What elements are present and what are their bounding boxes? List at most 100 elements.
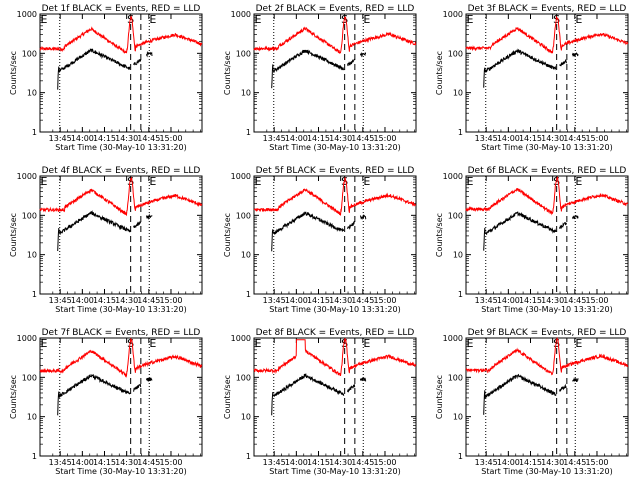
- marker-e: E: [149, 337, 156, 350]
- marker-e: E: [363, 337, 370, 350]
- y-tick-label: 10: [27, 251, 37, 260]
- y-tick-label: 100: [22, 49, 37, 58]
- y-tick-label: 1: [32, 290, 37, 299]
- y-tick-label: 1: [458, 452, 463, 461]
- x-tick-label: 13:45: [263, 296, 286, 305]
- x-tick-label: 14:45: [563, 296, 586, 305]
- x-tick-label: 14:30: [329, 458, 352, 467]
- marker-e-left: E: [467, 337, 474, 350]
- marker-e: E: [575, 13, 582, 26]
- x-tick-label: 14:00: [71, 458, 94, 467]
- y-tick-label: 10: [241, 89, 251, 98]
- y-tick-label: 100: [236, 211, 251, 220]
- x-tick-label: 14:30: [115, 296, 138, 305]
- y-tick-label: 100: [448, 373, 463, 382]
- x-tick-label: 13:45: [263, 134, 286, 143]
- y-tick-label: 1000: [443, 172, 463, 181]
- y-axis-label: Counts/sec: [9, 213, 18, 257]
- lld-series-line: [253, 177, 417, 216]
- x-axis-label: Start Time (30-May-10 13:31:20): [481, 143, 612, 152]
- panel-title: Det 3f BLACK = Events, RED = LLD: [468, 4, 627, 14]
- x-tick-label: 14:30: [541, 296, 564, 305]
- x-tick-label: 14:15: [93, 458, 116, 467]
- x-tick-label: 13:45: [475, 134, 498, 143]
- y-tick-label: 10: [241, 251, 251, 260]
- marker-e-left: E: [41, 13, 48, 26]
- panel-title: Det 9f BLACK = Events, RED = LLD: [468, 328, 627, 338]
- y-axis-label: Counts/sec: [9, 375, 18, 419]
- x-tick-label: 14:45: [563, 458, 586, 467]
- marker-s: S: [127, 337, 134, 350]
- x-tick-label: 14:15: [307, 458, 330, 467]
- y-axis-label: Counts/sec: [9, 51, 18, 95]
- x-tick-label: 15:00: [585, 134, 608, 143]
- panel-title: Det 6f BLACK = Events, RED = LLD: [468, 166, 627, 176]
- x-tick-label: 13:45: [475, 296, 498, 305]
- x-axis-label: Start Time (30-May-10 13:31:20): [55, 143, 186, 152]
- y-tick-label: 10: [27, 413, 37, 422]
- x-tick-label: 14:15: [519, 296, 542, 305]
- marker-s: S: [553, 337, 560, 350]
- panel-title: Det 8f BLACK = Events, RED = LLD: [256, 328, 415, 338]
- panel-title: Det 1f BLACK = Events, RED = LLD: [42, 4, 201, 14]
- panel-title: Det 2f BLACK = Events, RED = LLD: [256, 4, 415, 14]
- lld-series-line: [39, 337, 203, 379]
- y-axis-label: Counts/sec: [435, 375, 444, 419]
- panel-title: Det 5f BLACK = Events, RED = LLD: [256, 166, 415, 176]
- marker-e: E: [149, 13, 156, 26]
- detector-panel-6: Det 6f BLACK = Events, RED = LLD 1 10 100 10…: [435, 166, 629, 314]
- x-tick-label: 14:15: [93, 296, 116, 305]
- y-tick-label: 1000: [17, 172, 37, 181]
- x-tick-label: 15:00: [159, 134, 182, 143]
- x-tick-label: 13:45: [49, 134, 72, 143]
- panel-title: Det 7f BLACK = Events, RED = LLD: [42, 328, 201, 338]
- x-tick-label: 15:00: [373, 296, 396, 305]
- x-tick-label: 14:45: [137, 458, 160, 467]
- x-tick-label: 14:45: [351, 296, 374, 305]
- plot-frame: [253, 175, 417, 295]
- y-tick-label: 1: [246, 452, 251, 461]
- y-axis-label: Counts/sec: [435, 51, 444, 95]
- marker-e: E: [363, 175, 370, 188]
- x-tick-label: 14:30: [541, 134, 564, 143]
- y-tick-label: 100: [448, 211, 463, 220]
- marker-e-left: E: [467, 175, 474, 188]
- x-tick-label: 14:00: [285, 134, 308, 143]
- y-tick-label: 1000: [17, 10, 37, 19]
- panel-title: Det 4f BLACK = Events, RED = LLD: [42, 166, 201, 176]
- marker-e-left: E: [255, 337, 262, 350]
- y-tick-label: 10: [453, 413, 463, 422]
- y-tick-label: 10: [27, 89, 37, 98]
- x-tick-label: 15:00: [585, 458, 608, 467]
- y-tick-label: 10: [241, 413, 251, 422]
- y-tick-label: 1: [32, 452, 37, 461]
- y-tick-label: 1000: [17, 334, 37, 343]
- events-series-line: [271, 211, 367, 252]
- x-tick-label: 14:30: [329, 134, 352, 143]
- plot-frame: [39, 13, 203, 133]
- y-tick-label: 1000: [443, 334, 463, 343]
- detector-panel-2: Det 2f BLACK = Events, RED = LLD 1 10 100 10…: [223, 4, 417, 152]
- x-tick-label: 13:45: [49, 458, 72, 467]
- lld-series-line: [39, 176, 203, 217]
- marker-e-left: E: [467, 13, 474, 26]
- x-tick-label: 14:00: [497, 296, 520, 305]
- y-axis-label: Counts/sec: [223, 51, 232, 95]
- y-tick-label: 1000: [231, 10, 251, 19]
- y-tick-label: 100: [448, 49, 463, 58]
- x-tick-label: 15:00: [373, 458, 396, 467]
- x-tick-label: 14:15: [519, 134, 542, 143]
- lld-series-line: [39, 15, 203, 54]
- x-tick-label: 14:15: [307, 296, 330, 305]
- plot-frame: [39, 337, 203, 457]
- marker-e: E: [149, 175, 156, 188]
- y-tick-label: 1: [246, 128, 251, 137]
- x-tick-label: 14:30: [329, 296, 352, 305]
- x-tick-label: 14:15: [519, 458, 542, 467]
- x-tick-label: 14:00: [71, 296, 94, 305]
- events-series-line: [483, 48, 579, 88]
- marker-e: E: [575, 175, 582, 188]
- marker-e-left: E: [41, 175, 48, 188]
- x-tick-label: 14:45: [563, 134, 586, 143]
